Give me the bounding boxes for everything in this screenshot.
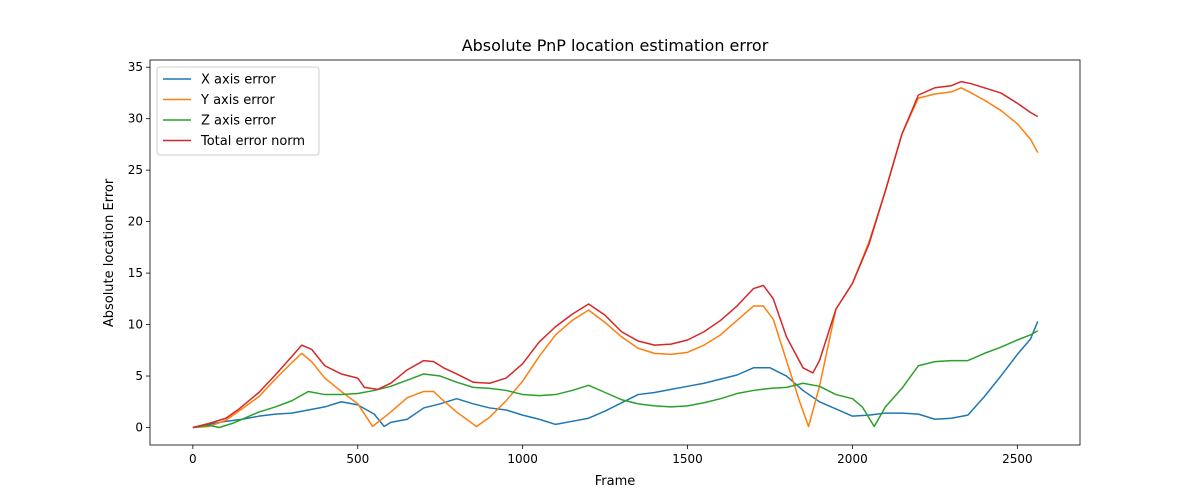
axes-frame	[149, 59, 1081, 446]
legend-entry-4: Total error norm	[200, 134, 305, 149]
chart-title: Absolute PnP location estimation error	[462, 36, 769, 55]
x-tick-label: 1000	[507, 452, 538, 466]
x-tick-label: 2500	[1002, 452, 1033, 466]
y-tick-label: 10	[128, 318, 143, 332]
x-tick-label: 0	[189, 452, 197, 466]
plot-area: 0 500 1000 1500 2000 2500 0 5 10 15 20 25 30 35	[128, 59, 1081, 466]
y-tick-label: 30	[128, 112, 143, 126]
series-line-1	[192, 321, 1039, 429]
legend-entry-1: X axis error	[201, 73, 276, 88]
y-tick-label: 35	[128, 60, 143, 74]
y-tick-label: 25	[128, 163, 143, 177]
y-tick-label: 0	[135, 421, 143, 435]
series-line-4	[192, 80, 1039, 429]
series-line-3	[192, 330, 1039, 429]
y-tick-label: 15	[128, 266, 143, 280]
y-tick-label: 5	[135, 369, 143, 383]
legend-entry-2: Y axis error	[200, 93, 275, 108]
legend-box	[156, 66, 320, 156]
y-tick-label: 20	[128, 215, 143, 229]
x-tick-label: 1500	[672, 452, 703, 466]
y-axis-label: Absolute location Error	[102, 178, 117, 327]
x-axis-label: Frame	[595, 474, 636, 489]
x-tick-label: 2000	[837, 452, 868, 466]
legend-entry-3: Z axis error	[201, 114, 276, 129]
x-tick-label: 500	[346, 452, 369, 466]
legend: X axis error Y axis error Z axis error Tota…	[156, 66, 320, 156]
